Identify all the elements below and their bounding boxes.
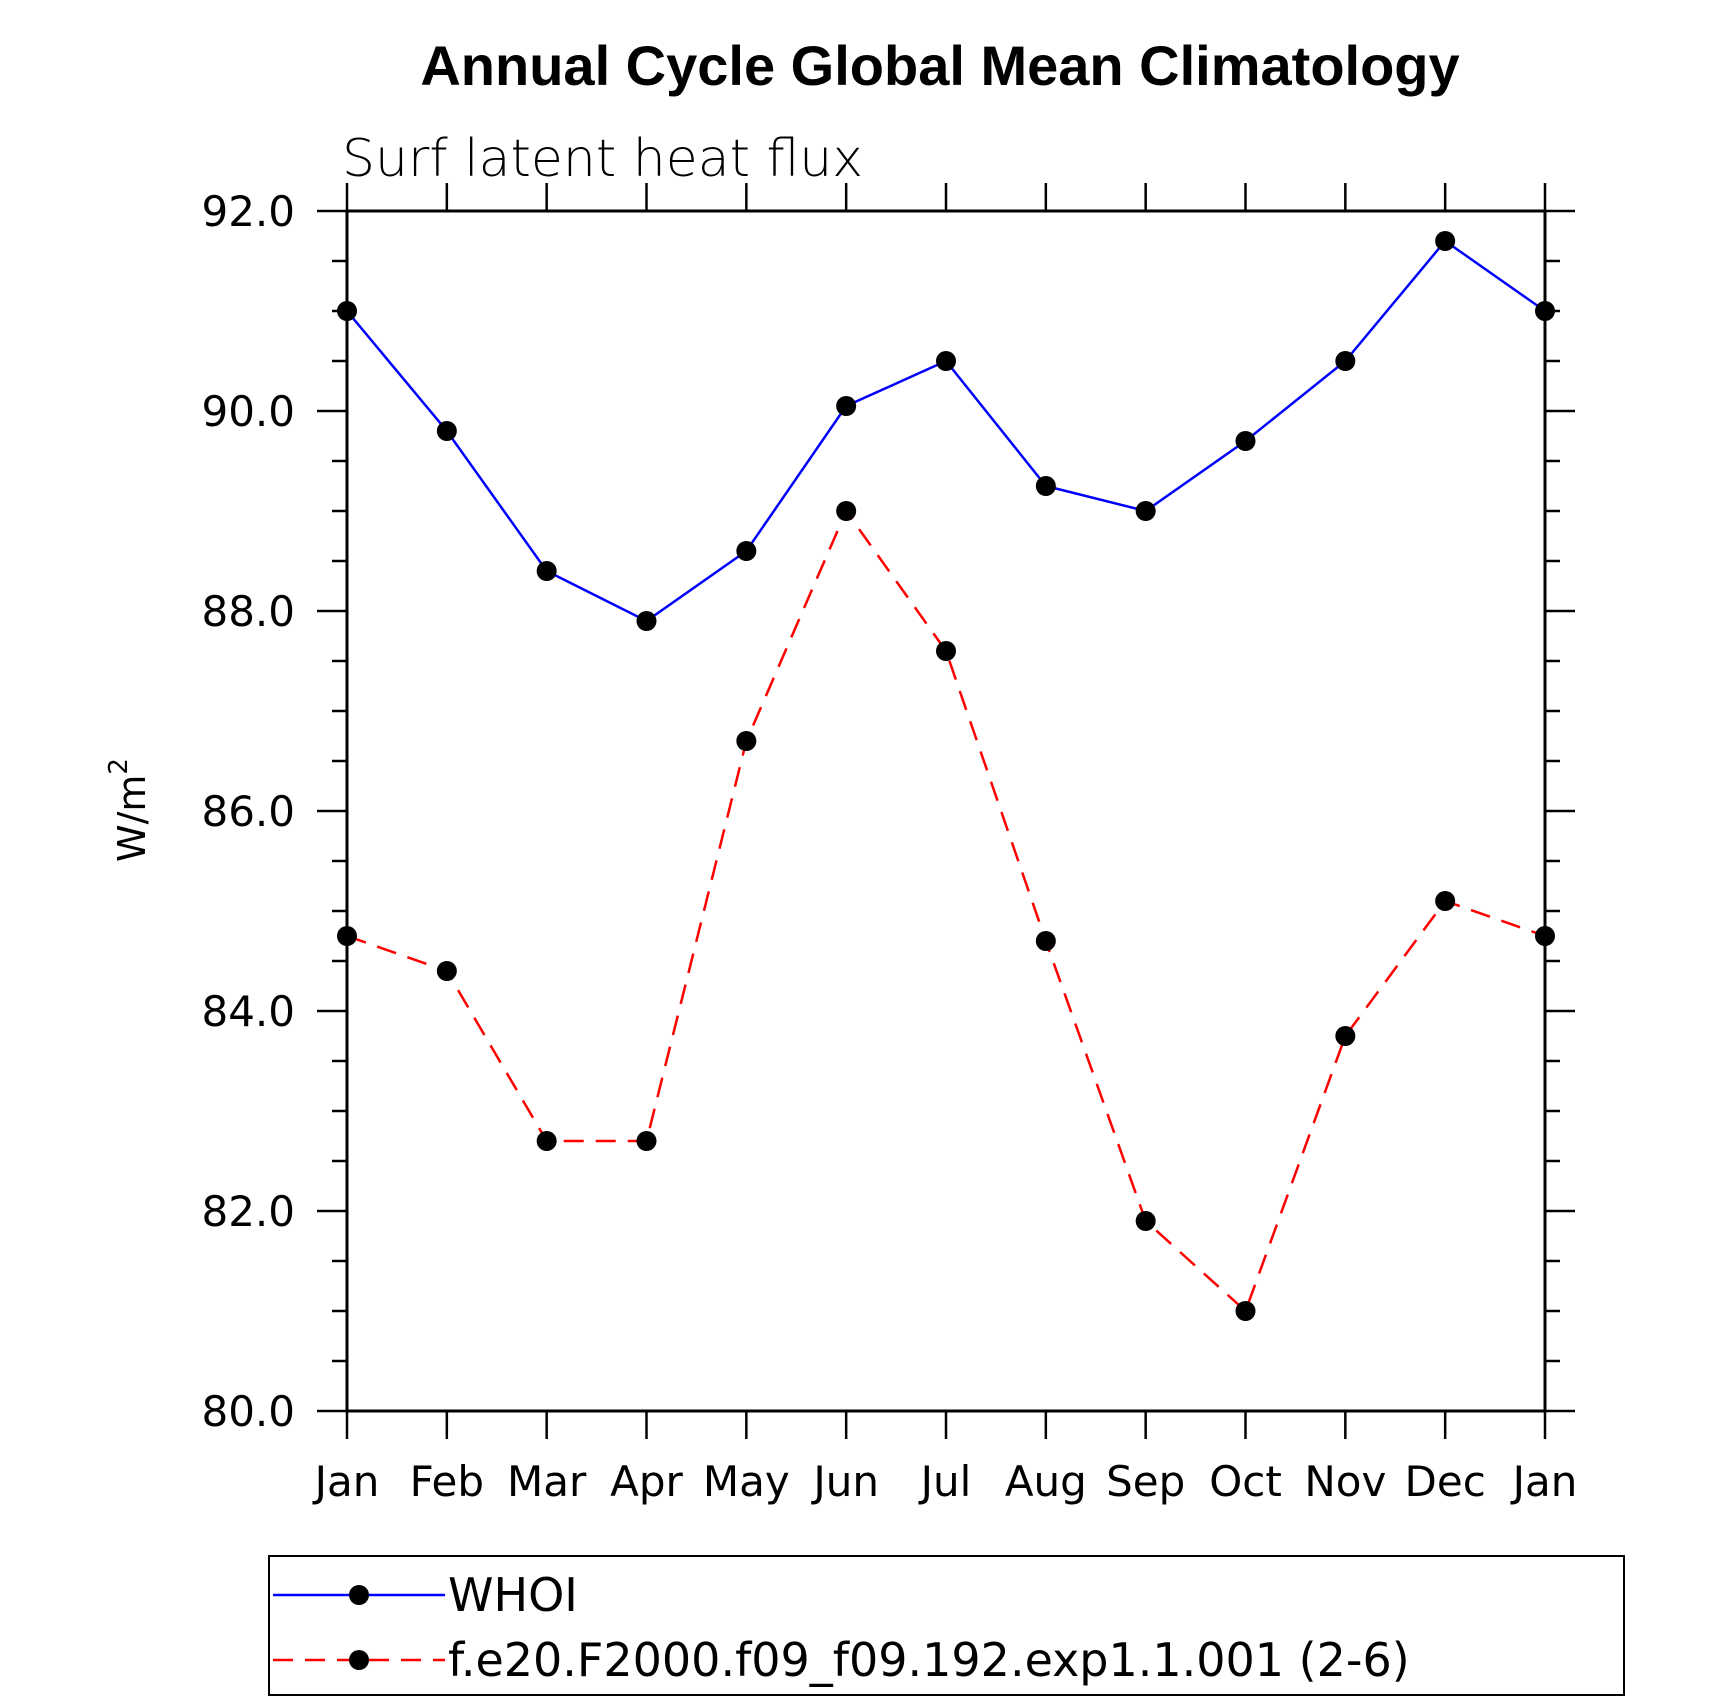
data-point [1335, 1026, 1356, 1046]
x-tick-label: Dec [1405, 1457, 1486, 1506]
legend-label: WHOI [448, 1568, 578, 1622]
y-tick-label: 90.0 [201, 387, 295, 436]
legend-marker [349, 1585, 369, 1605]
y-tick-label: 82.0 [201, 1187, 295, 1236]
y-tick-label: 92.0 [201, 187, 295, 236]
x-tick-label: Feb [410, 1457, 484, 1506]
x-tick-label: Apr [610, 1457, 683, 1506]
x-tick-label: Sep [1106, 1457, 1185, 1506]
data-point [936, 641, 956, 661]
y-tick-label: 88.0 [201, 587, 295, 636]
data-point [1535, 926, 1555, 946]
y-tick-label: 86.0 [201, 787, 295, 836]
legend: WHOI f.e20.F2000.f09_f09.192.exp1.1.001 (… [268, 1555, 1625, 1696]
series-line-1 [346, 239, 1546, 623]
data-point [736, 731, 757, 751]
y-axis-label-base: W/m [110, 775, 154, 862]
x-tick-label: Jan [1510, 1457, 1578, 1506]
data-point [337, 301, 357, 321]
data-point [636, 611, 657, 631]
data-point [1235, 431, 1256, 451]
data-point [1235, 1301, 1256, 1321]
x-tick-label: Oct [1209, 1457, 1282, 1506]
data-point [1435, 231, 1456, 251]
data-point [936, 351, 956, 371]
x-tick-label: Jun [810, 1457, 879, 1506]
data-point [1035, 931, 1056, 951]
data-point [1435, 891, 1456, 911]
data-point [536, 1131, 557, 1151]
data-point [836, 501, 857, 521]
plot-frame [345, 209, 1547, 1413]
data-point [1335, 351, 1356, 371]
data-point [1535, 301, 1555, 321]
data-point [436, 961, 457, 981]
x-tick-label: Mar [507, 1457, 587, 1506]
data-point [536, 561, 557, 581]
data-point [1135, 501, 1156, 521]
chart-title: Annual Cycle Global Mean Climatology [420, 34, 1459, 97]
series-layer [337, 231, 1555, 1321]
x-tick-label: Nov [1304, 1457, 1386, 1506]
x-tick-label: Jul [918, 1457, 972, 1506]
x-tick-label: Jan [312, 1457, 380, 1506]
legend-marker [349, 1650, 369, 1670]
data-point [836, 396, 857, 416]
data-point [736, 541, 757, 561]
x-tick-label: Aug [1005, 1457, 1087, 1506]
data-point [1135, 1211, 1156, 1231]
y-axis-label: W/m2 [104, 758, 154, 862]
data-point [337, 926, 357, 946]
chart-subtitle: Surf latent heat flux [342, 129, 863, 189]
y-tick-label: 84.0 [201, 987, 295, 1036]
y-tick-label: 80.0 [201, 1387, 295, 1436]
data-point [1035, 476, 1056, 496]
x-tick-label: May [703, 1457, 790, 1506]
legend-box [268, 1555, 1625, 1696]
series-line-2 [346, 508, 1546, 1314]
y-axis-label-superscript: 2 [104, 758, 134, 775]
legend-label: f.e20.F2000.f09_f09.192.exp1.1.001 (2-6) [448, 1633, 1410, 1687]
data-point [636, 1131, 657, 1151]
data-point [436, 421, 457, 441]
axes: Jan Feb Mar Apr May Jun Jul Aug Sep Oct Nov Dec Jan 8… [201, 183, 1577, 1506]
